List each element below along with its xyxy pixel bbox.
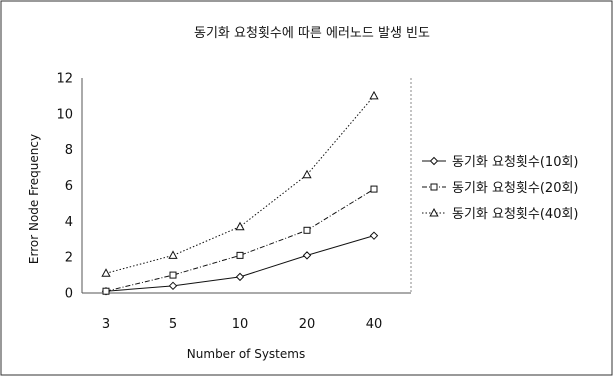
data-point-series-1 [235,272,245,282]
data-point-series-2 [370,185,378,193]
legend: 동기화 요청횟수(10회) 동기화 요청횟수(20회) 동기화 요청횟수(40회) [422,155,579,222]
data-point-series-3 [302,169,312,179]
data-point-series-3 [369,90,379,100]
legend-marker-3 [429,207,439,217]
legend-label-1: 동기화 요청횟수(10회) [452,155,579,170]
x-tick-label: 3 [102,317,110,332]
x-tick-label: 20 [299,317,316,332]
data-point-series-1 [302,251,312,260]
y-tick-label: 6 [65,179,73,194]
y-tick-labels: 0 2 4 6 8 10 12 [56,72,73,302]
legend-marker-1 [429,156,439,166]
x-tick-label: 10 [232,317,249,332]
y-tick-label: 0 [65,287,73,302]
data-point-series-3 [101,268,111,277]
y-tick-label: 10 [56,107,73,122]
data-point-series-2 [169,271,177,279]
x-tick-labels: 3 5 10 20 40 [102,317,382,332]
data-point-series-2 [303,226,311,234]
y-tick-label: 2 [65,251,73,266]
legend-marker-2 [430,183,438,191]
data-point-series-3 [235,221,245,231]
x-axis-title: Number of Systems [187,347,305,361]
data-point-series-3 [168,250,178,259]
x-tick-label: 40 [366,317,383,332]
y-tick-label: 8 [65,143,73,158]
y-tick-label: 4 [65,215,73,230]
legend-label-2: 동기화 요청횟수(20회) [452,181,579,196]
chart-title: 동기화 요청횟수에 따른 에러노드 발생 빈도 [194,26,430,41]
data-point-series-2 [102,287,110,295]
x-tick-label: 5 [169,317,177,332]
series-layer [101,90,379,296]
data-point-series-2 [236,251,244,259]
y-axis-title: Error Node Frequency [27,134,41,264]
data-point-series-1 [168,281,178,291]
series-line-3 [105,95,375,274]
y-tick-label: 12 [56,72,73,87]
data-point-series-1 [369,231,379,240]
legend-label-3: 동기화 요청횟수(40회) [452,207,579,222]
